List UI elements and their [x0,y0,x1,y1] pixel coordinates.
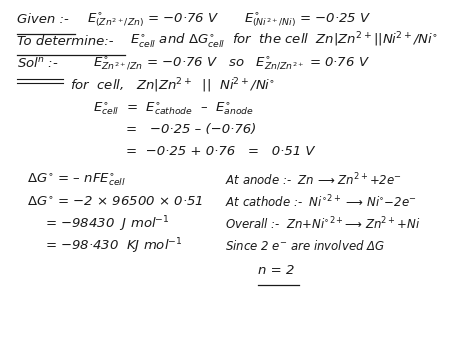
Text: $\Delta G^{\circ}$ = −2 × 96500 × 0·51: $\Delta G^{\circ}$ = −2 × 96500 × 0·51 [27,196,203,209]
Text: = −98·430  KJ mol$^{-1}$: = −98·430 KJ mol$^{-1}$ [46,236,183,256]
Text: At cathode :-  Ni$^{\circ 2+}$ ⟶ Ni$^{\circ}$−2e$^{-}$: At cathode :- Ni$^{\circ 2+}$ ⟶ Ni$^{\ci… [225,194,417,211]
Text: Overall :-  Zn+Ni$^{\circ 2+}$⟶ Zn$^{2+}$+Ni: Overall :- Zn+Ni$^{\circ 2+}$⟶ Zn$^{2+}$… [225,216,420,232]
Text: for  cell,   Zn|Zn$^{2+}$  ||  Ni$^{2+}$/Ni$^{\circ}$: for cell, Zn|Zn$^{2+}$ || Ni$^{2+}$/Ni$^… [70,77,275,96]
Text: At anode :-  Zn ⟶ Zn$^{2+}$+2e$^{-}$: At anode :- Zn ⟶ Zn$^{2+}$+2e$^{-}$ [225,172,402,188]
Text: Sol$^{n}$ :-: Sol$^{n}$ :- [17,56,58,71]
Text: $E^{\circ}_{Zn^{2+}/Zn}$ = −0·76 V   so   $E^{\circ}_{Zn/Zn^{2+}}$ = 0·76 V: $E^{\circ}_{Zn^{2+}/Zn}$ = −0·76 V so $E… [93,55,370,72]
Text: $E^{\circ}_{(Ni^{2+}/Ni)}$ = −0·25 V: $E^{\circ}_{(Ni^{2+}/Ni)}$ = −0·25 V [244,11,371,29]
Text: =   −0·25 – (−0·76): = −0·25 – (−0·76) [126,124,256,137]
Text: $\Delta G^{\circ}$ = – nF$E^{\circ}_{cell}$: $\Delta G^{\circ}$ = – nF$E^{\circ}_{cel… [27,172,126,189]
Text: = −98430  J mol$^{-1}$: = −98430 J mol$^{-1}$ [46,214,170,234]
Text: =  −0·25 + 0·76   =   0·51 V: = −0·25 + 0·76 = 0·51 V [126,145,315,158]
Text: $E^{\circ}_{(Zn^{2+}/Zn)}$ = −0·76 V: $E^{\circ}_{(Zn^{2+}/Zn)}$ = −0·76 V [87,11,219,29]
Text: $E^{\circ}_{cell}$ and $\Delta G^{\circ}_{cell}$  for  the cell  Zn|Zn$^{2+}$||N: $E^{\circ}_{cell}$ and $\Delta G^{\circ}… [130,31,438,51]
Text: To determine:-: To determine:- [17,35,113,48]
Text: Given :-: Given :- [17,13,68,26]
Text: Since 2 e$^{-}$ are involved ΔG: Since 2 e$^{-}$ are involved ΔG [225,239,385,253]
Text: $E^{\circ}_{cell}$  =  $E^{\circ}_{cathode}$  –  $E^{\circ}_{anode}$: $E^{\circ}_{cell}$ = $E^{\circ}_{cathode… [93,100,254,117]
Text: n = 2: n = 2 [258,264,294,277]
